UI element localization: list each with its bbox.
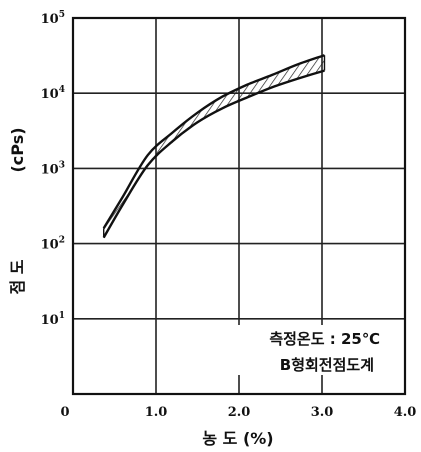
grid (73, 18, 405, 394)
y-tick-label-1: 104 (41, 85, 65, 102)
annotation-background (225, 325, 385, 375)
y-axis-title-unit: (cPs) (8, 127, 27, 172)
x-tick-label-4: 4.0 (394, 405, 417, 420)
y-tick-label-2: 103 (41, 160, 65, 177)
y-tick-label-4: 101 (41, 311, 65, 328)
band-upper-line-0 (102, 54, 325, 229)
y-tick-label-3: 102 (41, 236, 65, 253)
annotation-temperature: 측정온도 : 25℃ (269, 330, 380, 348)
tick-labels: 0 1.0 2.0 3.0 4.0 105 104 103 102 101 (41, 10, 417, 420)
x-tick-label-3: 3.0 (311, 405, 334, 420)
x-tick-label-2: 2.0 (228, 405, 251, 420)
band-lower-line-0 (102, 69, 325, 239)
band-fill-0 (103, 55, 325, 238)
data-band (102, 54, 326, 239)
plot-frame (71, 16, 407, 396)
x-tick-label-0: 0 (60, 405, 69, 420)
axes (71, 16, 407, 396)
y-tick-label-0: 105 (41, 10, 65, 27)
y-axis-title-main: 점 도 (8, 259, 27, 294)
x-tick-label-1: 1.0 (145, 405, 168, 420)
annotation-instrument: B형회전점도계 (280, 356, 374, 374)
x-axis-title: 농 도 (%) (202, 429, 273, 448)
